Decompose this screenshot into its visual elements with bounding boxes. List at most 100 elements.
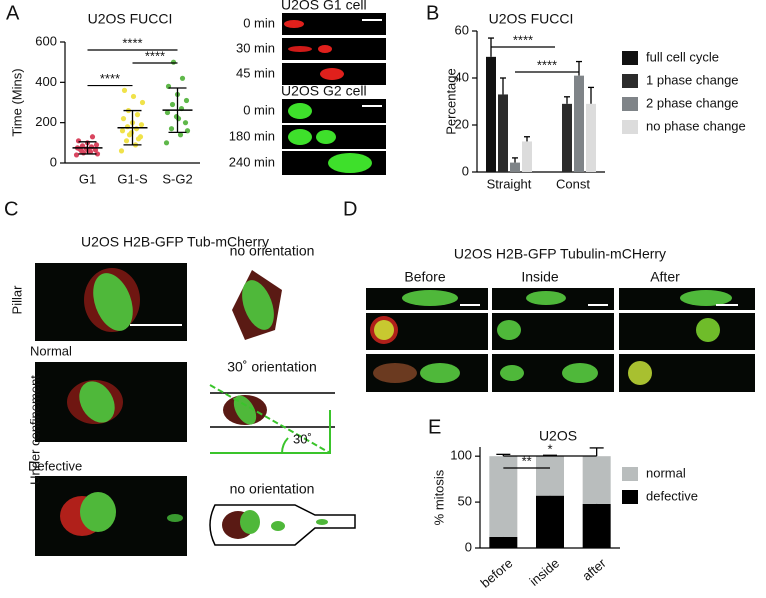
- legend-label: 2 phase change: [646, 95, 739, 110]
- cell-drawing: [240, 510, 260, 534]
- orientation-label: no orientation: [230, 243, 315, 259]
- angle-drawing: [210, 410, 331, 454]
- bar: [562, 103, 572, 172]
- bar: [510, 162, 520, 172]
- x-tick-label: inside: [526, 555, 562, 588]
- error-bar: [123, 127, 142, 146]
- side-label: Pillar: [9, 285, 24, 315]
- cell: [562, 363, 598, 383]
- orientation-label: 30˚ orientation: [227, 359, 317, 375]
- cell: [288, 46, 312, 52]
- significance-label: ****: [145, 48, 165, 63]
- error-bar: [123, 109, 142, 128]
- data-point: [93, 142, 100, 148]
- data-point: [179, 75, 186, 81]
- data-point: [75, 138, 82, 144]
- y-axis-label: Percentage: [443, 68, 458, 135]
- cell-drawing: [316, 519, 328, 525]
- bar-segment: [489, 456, 518, 537]
- micrograph: [282, 38, 386, 60]
- row-label: Normal: [30, 343, 72, 358]
- data-point: [123, 138, 130, 144]
- spindle-axis: [209, 384, 331, 454]
- cell: [288, 129, 312, 145]
- legend-swatch: [622, 51, 638, 65]
- chart-title: U2OS FUCCI: [88, 11, 173, 27]
- column-label: Inside: [521, 269, 559, 285]
- image-title: U2OS G1 cell: [281, 0, 367, 13]
- data-point: [118, 148, 125, 154]
- y-tick-label: 60: [455, 22, 469, 37]
- micrograph: [282, 13, 386, 35]
- legend-swatch: [622, 120, 638, 134]
- y-tick-label: 400: [35, 74, 57, 89]
- legend-swatch: [622, 490, 638, 504]
- legend-label: 1 phase change: [646, 72, 739, 87]
- data-point: [130, 93, 137, 100]
- y-tick-label: 100: [450, 448, 472, 463]
- legend-swatch: [622, 74, 638, 88]
- chart-title: U2OS FUCCI: [489, 11, 574, 27]
- column-label: Before: [404, 269, 445, 285]
- data-point: [175, 116, 182, 122]
- x-tick-label: S-G2: [162, 171, 192, 186]
- orientation-label: no orientation: [230, 481, 315, 497]
- error-bar: [168, 87, 187, 111]
- angle-label: 30˚: [293, 431, 312, 446]
- panel-title: U2OS H2B-GFP Tubulin-mCHerry: [454, 246, 666, 262]
- cell: [373, 363, 417, 383]
- bar: [498, 94, 508, 172]
- data-point: [85, 148, 92, 154]
- data-point: [134, 112, 141, 118]
- bar-segment: [536, 456, 564, 496]
- chromosomes: [80, 492, 116, 532]
- panel-letter: A: [6, 2, 20, 24]
- bar: [574, 75, 584, 172]
- bar: [586, 103, 596, 172]
- significance-label: ****: [122, 35, 142, 50]
- y-tick-label: 200: [35, 114, 57, 129]
- bar-segment: [536, 495, 564, 548]
- chromosomes: [167, 514, 183, 522]
- panel-title: U2OS H2B-GFP Tub-mCherry: [81, 234, 269, 250]
- error-bar: [500, 77, 506, 95]
- cell: [526, 291, 566, 305]
- significance-label: ****: [513, 32, 533, 47]
- x-tick-label: G1: [79, 171, 96, 186]
- data-point: [135, 136, 142, 142]
- y-axis-label: Time (Mins): [9, 68, 24, 136]
- error-bar: [589, 447, 604, 457]
- panel-letter: D: [343, 198, 357, 220]
- cell-drawing: [242, 280, 274, 330]
- y-tick-label: 50: [458, 494, 472, 509]
- significance-label: *: [547, 441, 552, 456]
- bar: [486, 56, 496, 172]
- significance-label: **: [522, 453, 532, 468]
- y-tick-label: 600: [35, 33, 57, 48]
- cell: [288, 103, 312, 119]
- legend-swatch: [622, 467, 638, 481]
- image-title: U2OS G2 cell: [281, 83, 367, 99]
- time-label: 30 min: [236, 40, 275, 55]
- data-point: [121, 87, 128, 93]
- chart-title: U2OS: [539, 428, 577, 444]
- time-label: 240 min: [229, 154, 275, 169]
- data-point: [76, 146, 83, 152]
- legend-label: full cell cycle: [646, 49, 719, 64]
- significance-label: ****: [537, 57, 557, 72]
- y-tick-label: 0: [462, 163, 469, 178]
- cell-drawing: [271, 521, 285, 531]
- significance-label: ****: [100, 71, 120, 86]
- row-label: Defective: [28, 458, 82, 473]
- data-point: [168, 126, 175, 132]
- data-point: [182, 120, 189, 126]
- error-bar: [168, 110, 187, 133]
- bar-segment: [582, 456, 611, 504]
- cell: [628, 361, 652, 385]
- cell: [316, 130, 336, 144]
- legend-swatch: [622, 97, 638, 111]
- cell: [374, 320, 394, 340]
- error-bar: [78, 141, 97, 148]
- data-point: [120, 116, 127, 122]
- cell-drawing: [233, 395, 257, 425]
